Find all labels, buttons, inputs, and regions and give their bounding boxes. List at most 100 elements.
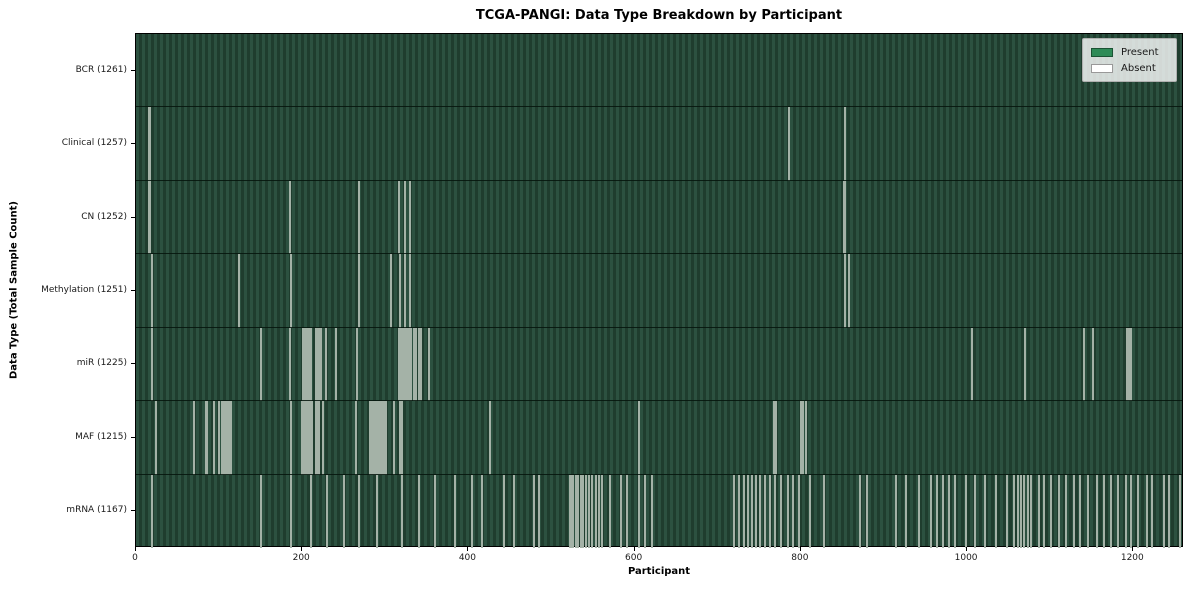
absent-line [206,401,209,475]
absent-line [984,474,987,548]
absent-line [597,474,600,548]
absent-line [637,474,640,548]
absent-line [1026,474,1029,548]
x-tick-label: 1000 [954,553,978,563]
absent-line [1137,474,1140,548]
absent-line [858,474,861,548]
absent-line [454,474,457,548]
absent-line [149,107,152,181]
absent-line [307,401,310,475]
y-tick-mark [131,290,135,291]
absent-line [380,401,383,475]
absent-line [417,327,420,402]
absent-line [644,474,647,548]
data-row-mir [136,327,1182,402]
absent-line [941,474,944,548]
absent-line [301,401,304,475]
absent-line [378,401,381,475]
absent-line [409,180,412,255]
absent-line [428,327,431,402]
absent-line [434,474,437,548]
absent-line [579,474,582,548]
absent-line [786,474,789,548]
absent-line [774,474,777,548]
absent-line [355,401,358,475]
absent-line [1005,474,1008,548]
chart-title: TCGA-PANGI: Data Type Breakdown by Parti… [475,8,843,23]
absent-line [1126,327,1129,402]
absent-line [1016,474,1019,548]
y-tick-mark [131,69,135,71]
absent-line [570,474,573,548]
absent-line [302,327,305,402]
y-tick-label: CN (1252) [81,211,127,222]
data-row-bcr [136,34,1182,107]
absent-line [259,327,262,402]
absent-line [574,474,577,548]
absent-line [848,254,851,328]
absent-line [584,474,587,548]
absent-line [383,401,386,475]
absent-line [357,474,360,548]
y-tick-mark [131,216,135,218]
absent-line [399,401,402,475]
absent-line [1057,474,1060,548]
absent-line [289,474,292,548]
absent-line [310,327,313,402]
absent-line [626,474,629,548]
data-row-clinical [136,107,1182,181]
absent-line [1151,474,1154,548]
row-divider [136,179,1182,181]
absent-line [415,327,418,402]
absent-line [1079,474,1082,548]
data-row-mrna [136,474,1182,548]
absent-line [1050,474,1053,548]
absent-line [288,180,291,255]
absent-line [401,327,404,402]
row-divider [136,106,1182,108]
absent-line [398,327,401,402]
absent-line [308,327,311,402]
absent-line [400,474,403,548]
absent-swatch-icon [1091,63,1113,73]
absent-line [306,401,309,475]
plot-area [135,33,1183,548]
absent-line [408,327,411,402]
absent-line [321,401,324,475]
legend-item-present: Present [1091,44,1168,60]
absent-line [311,401,314,475]
absent-line [1095,474,1098,548]
x-tick-mark [467,547,469,551]
absent-line [750,474,753,548]
absent-line [325,327,328,402]
absent-line [228,401,231,475]
absent-line [582,474,585,548]
absent-line [229,401,232,475]
absent-line [304,401,307,475]
absent-line [405,327,408,402]
absent-line [742,474,745,548]
absent-line [410,327,413,402]
absent-line [1023,474,1026,548]
absent-line [866,474,869,548]
absent-line [773,401,776,475]
absent-line [221,401,224,475]
absent-line [470,474,473,548]
absent-line [226,401,229,475]
absent-line [412,327,415,402]
data-row-methylation [136,254,1182,328]
absent-line [608,474,611,548]
y-tick-mark [131,510,135,512]
absent-line [1030,474,1033,548]
absent-line [315,327,318,402]
absent-line [420,327,423,402]
absent-line [309,474,312,548]
absent-line [1129,327,1132,402]
x-tick-label: 1200 [1120,553,1144,563]
absent-line [1109,474,1112,548]
absent-line [335,327,338,402]
x-tick-mark [633,547,635,551]
absent-line [591,474,594,548]
absent-line [385,401,388,475]
absent-line [417,474,420,548]
